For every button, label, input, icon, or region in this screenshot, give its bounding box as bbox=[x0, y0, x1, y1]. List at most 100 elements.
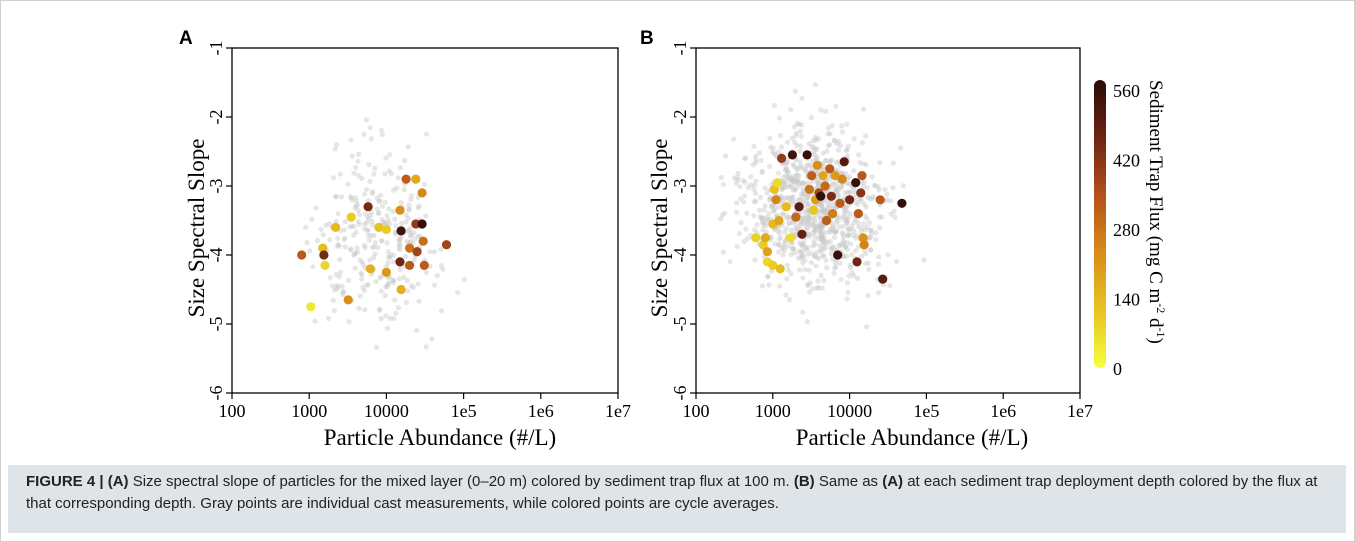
panel-a-gray-point bbox=[370, 189, 376, 195]
panel-a-gray-point bbox=[398, 234, 404, 240]
panel-a-gray-point bbox=[388, 171, 395, 177]
panel-b-gray-point bbox=[840, 234, 847, 240]
panel-a-gray-point bbox=[403, 212, 409, 218]
panel-b-gray-point bbox=[822, 208, 829, 214]
panel-b-gray-point bbox=[851, 186, 857, 192]
panel-b-gray-point bbox=[812, 227, 818, 233]
panel-b-gray-point bbox=[727, 259, 733, 265]
panel-b-gray-point bbox=[769, 203, 775, 209]
panel-b-gray-point bbox=[890, 160, 897, 166]
panel-a-gray-point bbox=[312, 318, 318, 324]
panel-a-gray-point bbox=[356, 305, 362, 311]
panel-a-colored-points bbox=[297, 174, 452, 312]
panel-b-gray-point bbox=[817, 215, 824, 221]
panel-a-gray-point bbox=[368, 212, 374, 218]
panel-b-gray-point bbox=[805, 201, 811, 207]
panel-b-gray-point bbox=[766, 163, 773, 170]
panel-b-gray-point bbox=[846, 214, 852, 220]
panel-b-gray-point bbox=[812, 241, 818, 248]
panel-b-gray-point bbox=[840, 231, 846, 237]
panel-b-gray-point bbox=[862, 227, 868, 233]
panel-a-gray-point bbox=[415, 205, 421, 211]
panel-b-y-tick-label: -1 bbox=[670, 41, 690, 56]
panel-b-gray-point bbox=[872, 182, 878, 189]
panel-a-gray-point bbox=[351, 232, 357, 238]
panel-b-gray-point bbox=[781, 229, 788, 235]
panel-b-gray-point bbox=[779, 144, 785, 150]
panel-a-gray-point bbox=[355, 202, 361, 208]
panel-b-gray-point bbox=[800, 180, 806, 186]
panel-a-gray-point bbox=[392, 216, 398, 222]
panel-b-gray-point bbox=[799, 253, 805, 259]
panel-b-gray-point bbox=[790, 174, 796, 180]
panel-b-gray-point bbox=[791, 163, 797, 169]
panel-a-gray-point bbox=[392, 297, 398, 303]
panel-a-gray-point bbox=[335, 284, 342, 290]
panel-a-colored-point bbox=[441, 240, 452, 250]
panel-b-gray-point bbox=[814, 180, 821, 186]
panel-b-gray-point bbox=[799, 252, 805, 258]
panel-a-gray-point bbox=[378, 316, 384, 322]
panel-b-colored-point bbox=[751, 233, 761, 243]
panel-a-gray-point bbox=[355, 208, 361, 214]
panel-b-gray-point bbox=[796, 173, 802, 179]
panel-b-y-tick-label: -3 bbox=[670, 179, 690, 194]
panel-b-gray-point bbox=[784, 184, 790, 190]
panel-b-gray-point bbox=[819, 235, 825, 242]
panel-b-gray-point bbox=[841, 242, 848, 248]
panel-a-gray-point bbox=[361, 242, 367, 248]
panel-b-gray-point bbox=[818, 231, 824, 237]
panel-b-gray-point bbox=[823, 230, 829, 236]
panel-b-gray-point bbox=[845, 233, 851, 239]
panel-b-gray-point bbox=[772, 241, 778, 247]
panel-b-gray-point bbox=[737, 184, 743, 190]
panel-b-gray-point bbox=[867, 220, 873, 226]
panel-b-gray-point bbox=[818, 224, 824, 230]
panel-b-gray-point bbox=[805, 218, 811, 224]
panel-a-gray-point bbox=[403, 253, 409, 259]
panel-b-gray-point bbox=[800, 191, 806, 197]
panel-b-gray-point bbox=[763, 229, 769, 235]
panel-b-colored-point bbox=[768, 260, 778, 270]
colorbar-tick-label: 420 bbox=[1113, 150, 1140, 170]
panel-b-colored-point bbox=[797, 229, 807, 239]
panel-b-gray-point bbox=[798, 165, 804, 171]
panel-a-gray-point bbox=[379, 216, 385, 223]
panel-a-gray-point bbox=[337, 257, 343, 263]
panel-b-gray-point bbox=[810, 221, 816, 227]
panel-b-gray-point bbox=[743, 226, 749, 232]
panel-b-gray-point bbox=[786, 220, 793, 226]
panel-b-gray-point bbox=[804, 244, 810, 250]
panel-a-gray-point bbox=[332, 287, 338, 293]
panel-a-gray-point bbox=[368, 136, 374, 142]
panel-a-gray-point bbox=[337, 269, 344, 275]
panel-b-gray-point bbox=[768, 204, 774, 210]
panel-a-gray-point bbox=[461, 277, 467, 283]
panel-a-gray-point bbox=[314, 238, 321, 244]
panel-b-gray-point bbox=[817, 213, 823, 219]
panel-b-gray-point bbox=[811, 144, 817, 150]
panel-b-gray-point bbox=[832, 229, 838, 235]
panel-b-gray-point bbox=[767, 196, 773, 202]
panel-b-gray-point bbox=[759, 219, 765, 225]
panel-b-gray-point bbox=[807, 289, 813, 295]
panel-b-gray-point bbox=[817, 227, 823, 233]
panel-b-gray-point bbox=[900, 183, 906, 189]
panel-b-gray-point bbox=[846, 189, 852, 195]
panel-b-gray-point bbox=[823, 158, 829, 164]
panel-a-gray-point bbox=[359, 175, 365, 182]
panel-b-gray-point bbox=[788, 174, 794, 180]
panel-b-gray-point bbox=[856, 152, 862, 158]
panel-b-gray-point bbox=[776, 249, 782, 255]
panel-a-gray-point bbox=[336, 274, 343, 280]
panel-b-gray-point bbox=[817, 248, 824, 254]
panel-b-gray-point bbox=[804, 226, 810, 232]
panel-b-colored-point bbox=[830, 171, 840, 181]
panel-a-gray-point bbox=[357, 293, 363, 299]
panel-b-gray-point bbox=[798, 133, 805, 139]
panel-a-gray-point bbox=[410, 284, 416, 291]
panel-a-gray-point bbox=[377, 306, 383, 312]
panel-a-gray-point bbox=[387, 221, 393, 227]
panel-b-gray-point bbox=[794, 142, 800, 148]
panel-a-gray-point bbox=[392, 229, 398, 235]
